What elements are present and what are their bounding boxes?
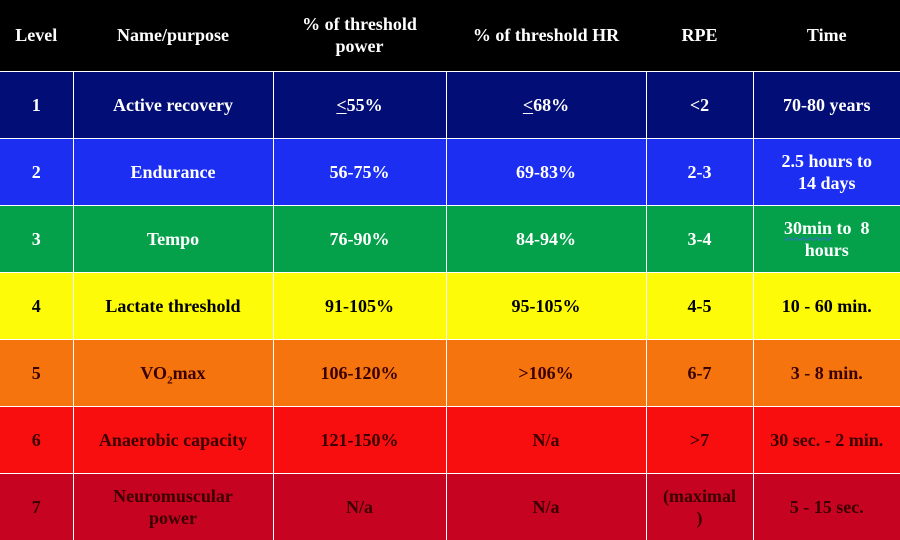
rpe-cell: 3-4 xyxy=(645,204,754,273)
time-line-1: 2.5 hours to xyxy=(781,150,872,171)
rpe-line-1: (maximal xyxy=(663,485,736,506)
rpe-line-2: ) xyxy=(696,507,703,528)
power-cell: <55% xyxy=(272,70,447,139)
rpe-cell: <2 xyxy=(645,70,754,139)
power-cell: 91-105% xyxy=(272,271,447,340)
hr-cell: 95-105% xyxy=(445,271,647,340)
name-cell: Active recovery xyxy=(72,70,274,139)
name-cell: Endurance xyxy=(72,137,274,206)
header-rpe: RPE xyxy=(645,0,754,72)
level-cell: 5 xyxy=(0,338,74,407)
level-cell: 7 xyxy=(0,472,74,540)
time-cell: 3 - 8 min. xyxy=(752,338,900,407)
time-cell: 5 - 15 sec. xyxy=(752,472,900,540)
name-line-2: power xyxy=(149,507,197,528)
level-cell: 4 xyxy=(0,271,74,340)
zone-row-3: 3 Tempo 76-90% 84-94% 3-4 30min to 8 hour… xyxy=(0,204,900,273)
header-name: Name/purpose xyxy=(72,0,274,72)
power-cell: 76-90% xyxy=(272,204,447,273)
level-cell: 3 xyxy=(0,204,74,273)
header-power: % of threshold power xyxy=(272,0,447,72)
time-cell: 30 sec. - 2 min. xyxy=(752,405,900,474)
zone-row-2: 2 Endurance 56-75% 69-83% 2-3 2.5 hours … xyxy=(0,137,900,206)
header-level: Level xyxy=(0,0,74,72)
rpe-cell: >7 xyxy=(645,405,754,474)
hr-cell: >106% xyxy=(445,338,647,407)
power-cell: N/a xyxy=(272,472,447,540)
name-suffix: max xyxy=(172,362,206,383)
name-subscript: 2 xyxy=(167,374,173,387)
level-cell: 6 xyxy=(0,405,74,474)
name-cell: Anaerobic capacity xyxy=(72,405,274,474)
le-symbol: < xyxy=(336,94,347,115)
rpe-cell: (maximal) xyxy=(645,472,754,540)
name-cell: Tempo xyxy=(72,204,274,273)
power-value: 55% xyxy=(346,94,383,115)
name-prefix: VO xyxy=(140,362,168,383)
hr-cell: 84-94% xyxy=(445,204,647,273)
power-cell: 121-150% xyxy=(272,405,447,474)
zone-row-4: 4 Lactate threshold 91-105% 95-105% 4-5 … xyxy=(0,271,900,340)
level-cell: 1 xyxy=(0,70,74,139)
rpe-cell: 6-7 xyxy=(645,338,754,407)
name-cell: VO2max xyxy=(72,338,274,407)
time-cell: 30min to 8 hours xyxy=(752,204,900,273)
rpe-cell: 2-3 xyxy=(645,137,754,206)
rpe-cell: 4-5 xyxy=(645,271,754,340)
zone-row-6: 6 Anaerobic capacity 121-150% N/a >7 30 … xyxy=(0,405,900,474)
le-symbol: < xyxy=(522,94,534,115)
hr-cell: <68% xyxy=(445,70,647,139)
hr-cell: N/a xyxy=(445,472,647,540)
name-cell: Lactate threshold xyxy=(72,271,274,340)
zone-row-1: 1 Active recovery <55% <68% <2 70-80 yea… xyxy=(0,70,900,139)
hr-value: 68% xyxy=(533,94,570,115)
hr-cell: 69-83% xyxy=(445,137,647,206)
power-cell: 106-120% xyxy=(272,338,447,407)
power-cell: 56-75% xyxy=(272,137,447,206)
header-hr: % of threshold HR xyxy=(445,0,647,72)
header-row: Level Name/purpose % of threshold power … xyxy=(0,0,900,72)
zone-row-5: 5 VO2max 106-120% >106% 6-7 3 - 8 min. xyxy=(0,338,900,407)
zone-row-7: 7 Neuromuscular power N/a N/a (maximal) 5… xyxy=(0,472,900,540)
hr-cell: N/a xyxy=(445,405,647,474)
time-line-2: hours xyxy=(804,239,849,260)
header-power-label: % of threshold power xyxy=(302,14,417,57)
time-cell: 10 - 60 min. xyxy=(752,271,900,340)
time-part-1: 30min xyxy=(783,217,832,238)
header-time: Time xyxy=(752,0,900,72)
level-cell: 2 xyxy=(0,137,74,206)
time-cell: 70-80 years xyxy=(752,70,900,139)
time-cell: 2.5 hours to 14 days xyxy=(752,137,900,206)
time-part-2: to 8 xyxy=(832,217,870,238)
name-cell: Neuromuscular power xyxy=(72,472,274,540)
name-line-1: Neuromuscular xyxy=(113,485,233,506)
time-line-2: 14 days xyxy=(797,172,856,193)
